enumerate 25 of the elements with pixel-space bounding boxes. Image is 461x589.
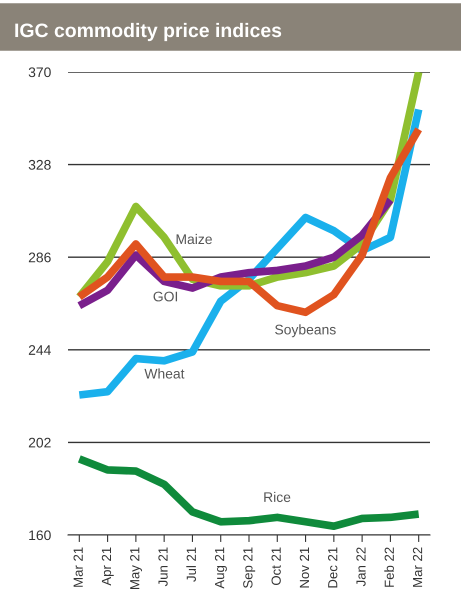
x-tick-label: Dec 21	[328, 547, 338, 588]
x-tick-label: Mar 21	[74, 547, 83, 587]
x-tick-label: Mar 22	[412, 547, 422, 587]
series-label: Wheat	[144, 368, 184, 379]
x-tick-label: Sep 21	[243, 547, 256, 588]
x-tick-label: Jan 22	[356, 547, 366, 586]
x-tick-label: Aug 21	[214, 547, 227, 589]
series-label: Soybeans	[275, 324, 336, 338]
x-tick-label: May 21	[130, 547, 142, 589]
y-tick-label: 370	[28, 67, 51, 78]
y-tick-label: 244	[28, 345, 51, 355]
series-label: Maize	[176, 234, 212, 244]
y-tick-label: 328	[28, 160, 51, 170]
x-tick-label: Oct 21	[271, 547, 281, 586]
y-tick-label: 202	[28, 438, 51, 448]
y-tick-label: 160	[29, 530, 51, 540]
y-tick-label: 286	[28, 252, 51, 262]
series-label: Rice	[264, 492, 290, 502]
x-tick-label: Feb 22	[384, 547, 394, 587]
x-tick-label: Nov 21	[300, 547, 310, 588]
chart-title: IGC commodity price indices	[15, 22, 282, 42]
x-tick-label: Jun 21	[158, 547, 168, 586]
x-tick-label: Jul 21	[186, 547, 196, 582]
x-tick-label: Apr 21	[102, 547, 114, 586]
series-label: GOI	[154, 292, 178, 302]
